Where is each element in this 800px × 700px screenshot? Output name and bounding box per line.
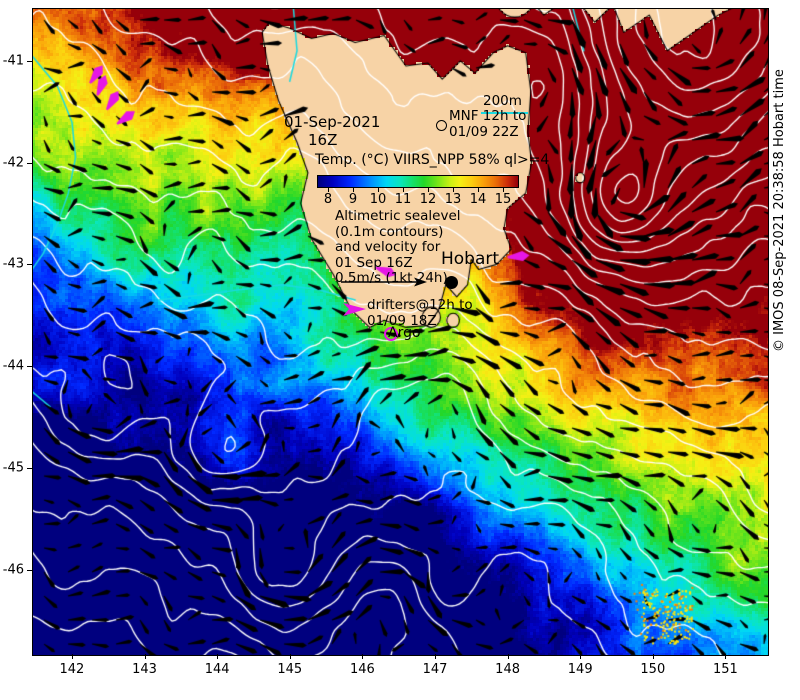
x-tick (144, 654, 146, 659)
x-tick (362, 654, 364, 659)
map-plot-area[interactable]: 01-Sep-2021 16Z 200m MNF 12h to 01/09 22… (32, 8, 769, 656)
colorbar-tick (353, 188, 354, 192)
mnf-label: MNF 12h to 01/09 22Z (449, 108, 527, 140)
colorbar-tick-label: 14 (469, 192, 487, 207)
drifter-arrow-icon (343, 303, 366, 316)
depth-contour-swatch (481, 112, 528, 114)
depth-contour-label: 200m (483, 93, 522, 109)
argo-float-marker-icon (384, 327, 398, 341)
colorbar-tick (328, 188, 329, 192)
x-tick (580, 654, 582, 659)
x-tick-label: 148 (495, 662, 521, 677)
x-tick (217, 654, 219, 659)
x-tick (725, 654, 727, 659)
colorbar-tick-label: 8 (323, 192, 333, 207)
colorbar-tick (428, 188, 429, 192)
colorbar-tick (478, 188, 479, 192)
x-tick (71, 654, 73, 659)
y-tick (27, 162, 32, 164)
y-tick-label: -44 (2, 358, 24, 374)
y-tick (27, 264, 32, 266)
x-tick-label: 151 (713, 662, 738, 677)
x-tick-label: 142 (59, 662, 85, 677)
temperature-colorbar (317, 175, 519, 188)
mnf-ship-marker-icon (436, 120, 447, 131)
colorbar-tick-label: 11 (394, 192, 412, 207)
drifters-legend: drifters@12h to 01/09 18Z (367, 297, 473, 329)
y-tick (27, 569, 32, 571)
colorbar-tick (378, 188, 379, 192)
x-tick-label: 147 (422, 662, 448, 677)
y-tick (27, 467, 32, 469)
y-tick-label: -46 (2, 562, 24, 578)
argo-legend: Argo (388, 325, 421, 341)
hobart-label: Hobart (441, 249, 500, 269)
colorbar-tick (403, 188, 404, 192)
x-tick-label: 143 (132, 662, 157, 677)
colorbar-tick-label: 10 (369, 192, 387, 207)
y-tick-label: -42 (2, 155, 24, 171)
x-tick (507, 654, 509, 659)
colorbar-tick-label: 12 (419, 192, 437, 207)
colorbar-tick-label: 15 (494, 192, 512, 207)
time-label: 16Z (308, 131, 338, 149)
altimetry-legend: Altimetric sealevel (0.1m contours) and … (335, 208, 461, 286)
y-tick-label: -43 (2, 256, 24, 272)
x-tick-label: 145 (277, 662, 303, 677)
y-tick (27, 60, 32, 62)
y-tick-label: -41 (2, 53, 24, 69)
colorbar-tick (503, 188, 504, 192)
colorbar-tick-label: 9 (348, 192, 358, 207)
velocity-scale-arrow-icon (341, 277, 427, 287)
x-tick-label: 150 (640, 662, 666, 677)
hobart-location-dot (445, 276, 458, 289)
x-tick-label: 146 (349, 662, 375, 677)
x-tick (289, 654, 291, 659)
contour-and-vector-layer (33, 9, 768, 655)
x-tick-label: 144 (204, 662, 230, 677)
y-tick (27, 366, 32, 368)
colorbar-tick-label: 13 (444, 192, 462, 207)
x-tick (652, 654, 654, 659)
copyright-label: © IMOS 08-Sep-2021 20:38:58 Hobart time (772, 69, 787, 352)
colorbar-title: Temp. (°C) VIIRS_NPP 58% ql>=4 (315, 152, 550, 168)
y-tick-label: -45 (2, 460, 24, 476)
x-tick-label: 149 (567, 662, 593, 677)
date-label: 01-Sep-2021 16Z (284, 113, 381, 149)
x-tick (434, 654, 436, 659)
colorbar-tick (453, 188, 454, 192)
